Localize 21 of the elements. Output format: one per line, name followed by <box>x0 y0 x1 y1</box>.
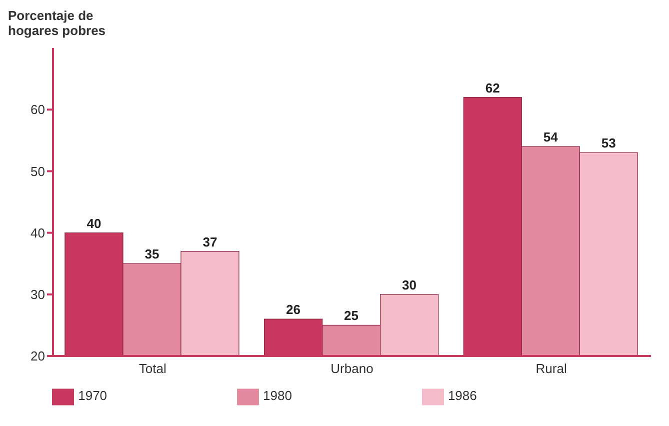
data-label: 62 <box>485 80 500 96</box>
data-label: 53 <box>601 136 616 151</box>
data-label: 54 <box>543 130 559 145</box>
x-tick-label: Total <box>138 361 167 376</box>
data-label: 37 <box>202 234 218 250</box>
legend-label: 1980 <box>263 388 292 404</box>
y-tick-label: 40 <box>30 225 45 240</box>
data-label: 40 <box>86 216 102 231</box>
y-axis-title: Porcentaje de hogares pobres <box>8 8 107 38</box>
data-label: 30 <box>402 277 417 292</box>
y-tick-label: 50 <box>30 164 45 179</box>
x-tick-label: Rural <box>536 361 567 376</box>
y-tick-label: 60 <box>30 102 45 118</box>
legend-label: 1986 <box>448 388 477 404</box>
legend-label: 1970 <box>78 388 108 404</box>
y-tick-label: 20 <box>30 348 45 364</box>
data-label: 26 <box>286 302 301 318</box>
data-label: 35 <box>144 246 160 262</box>
x-tick-label: Urbano <box>330 361 374 376</box>
data-label: 25 <box>344 308 359 324</box>
y-tick-label: 30 <box>30 287 45 302</box>
